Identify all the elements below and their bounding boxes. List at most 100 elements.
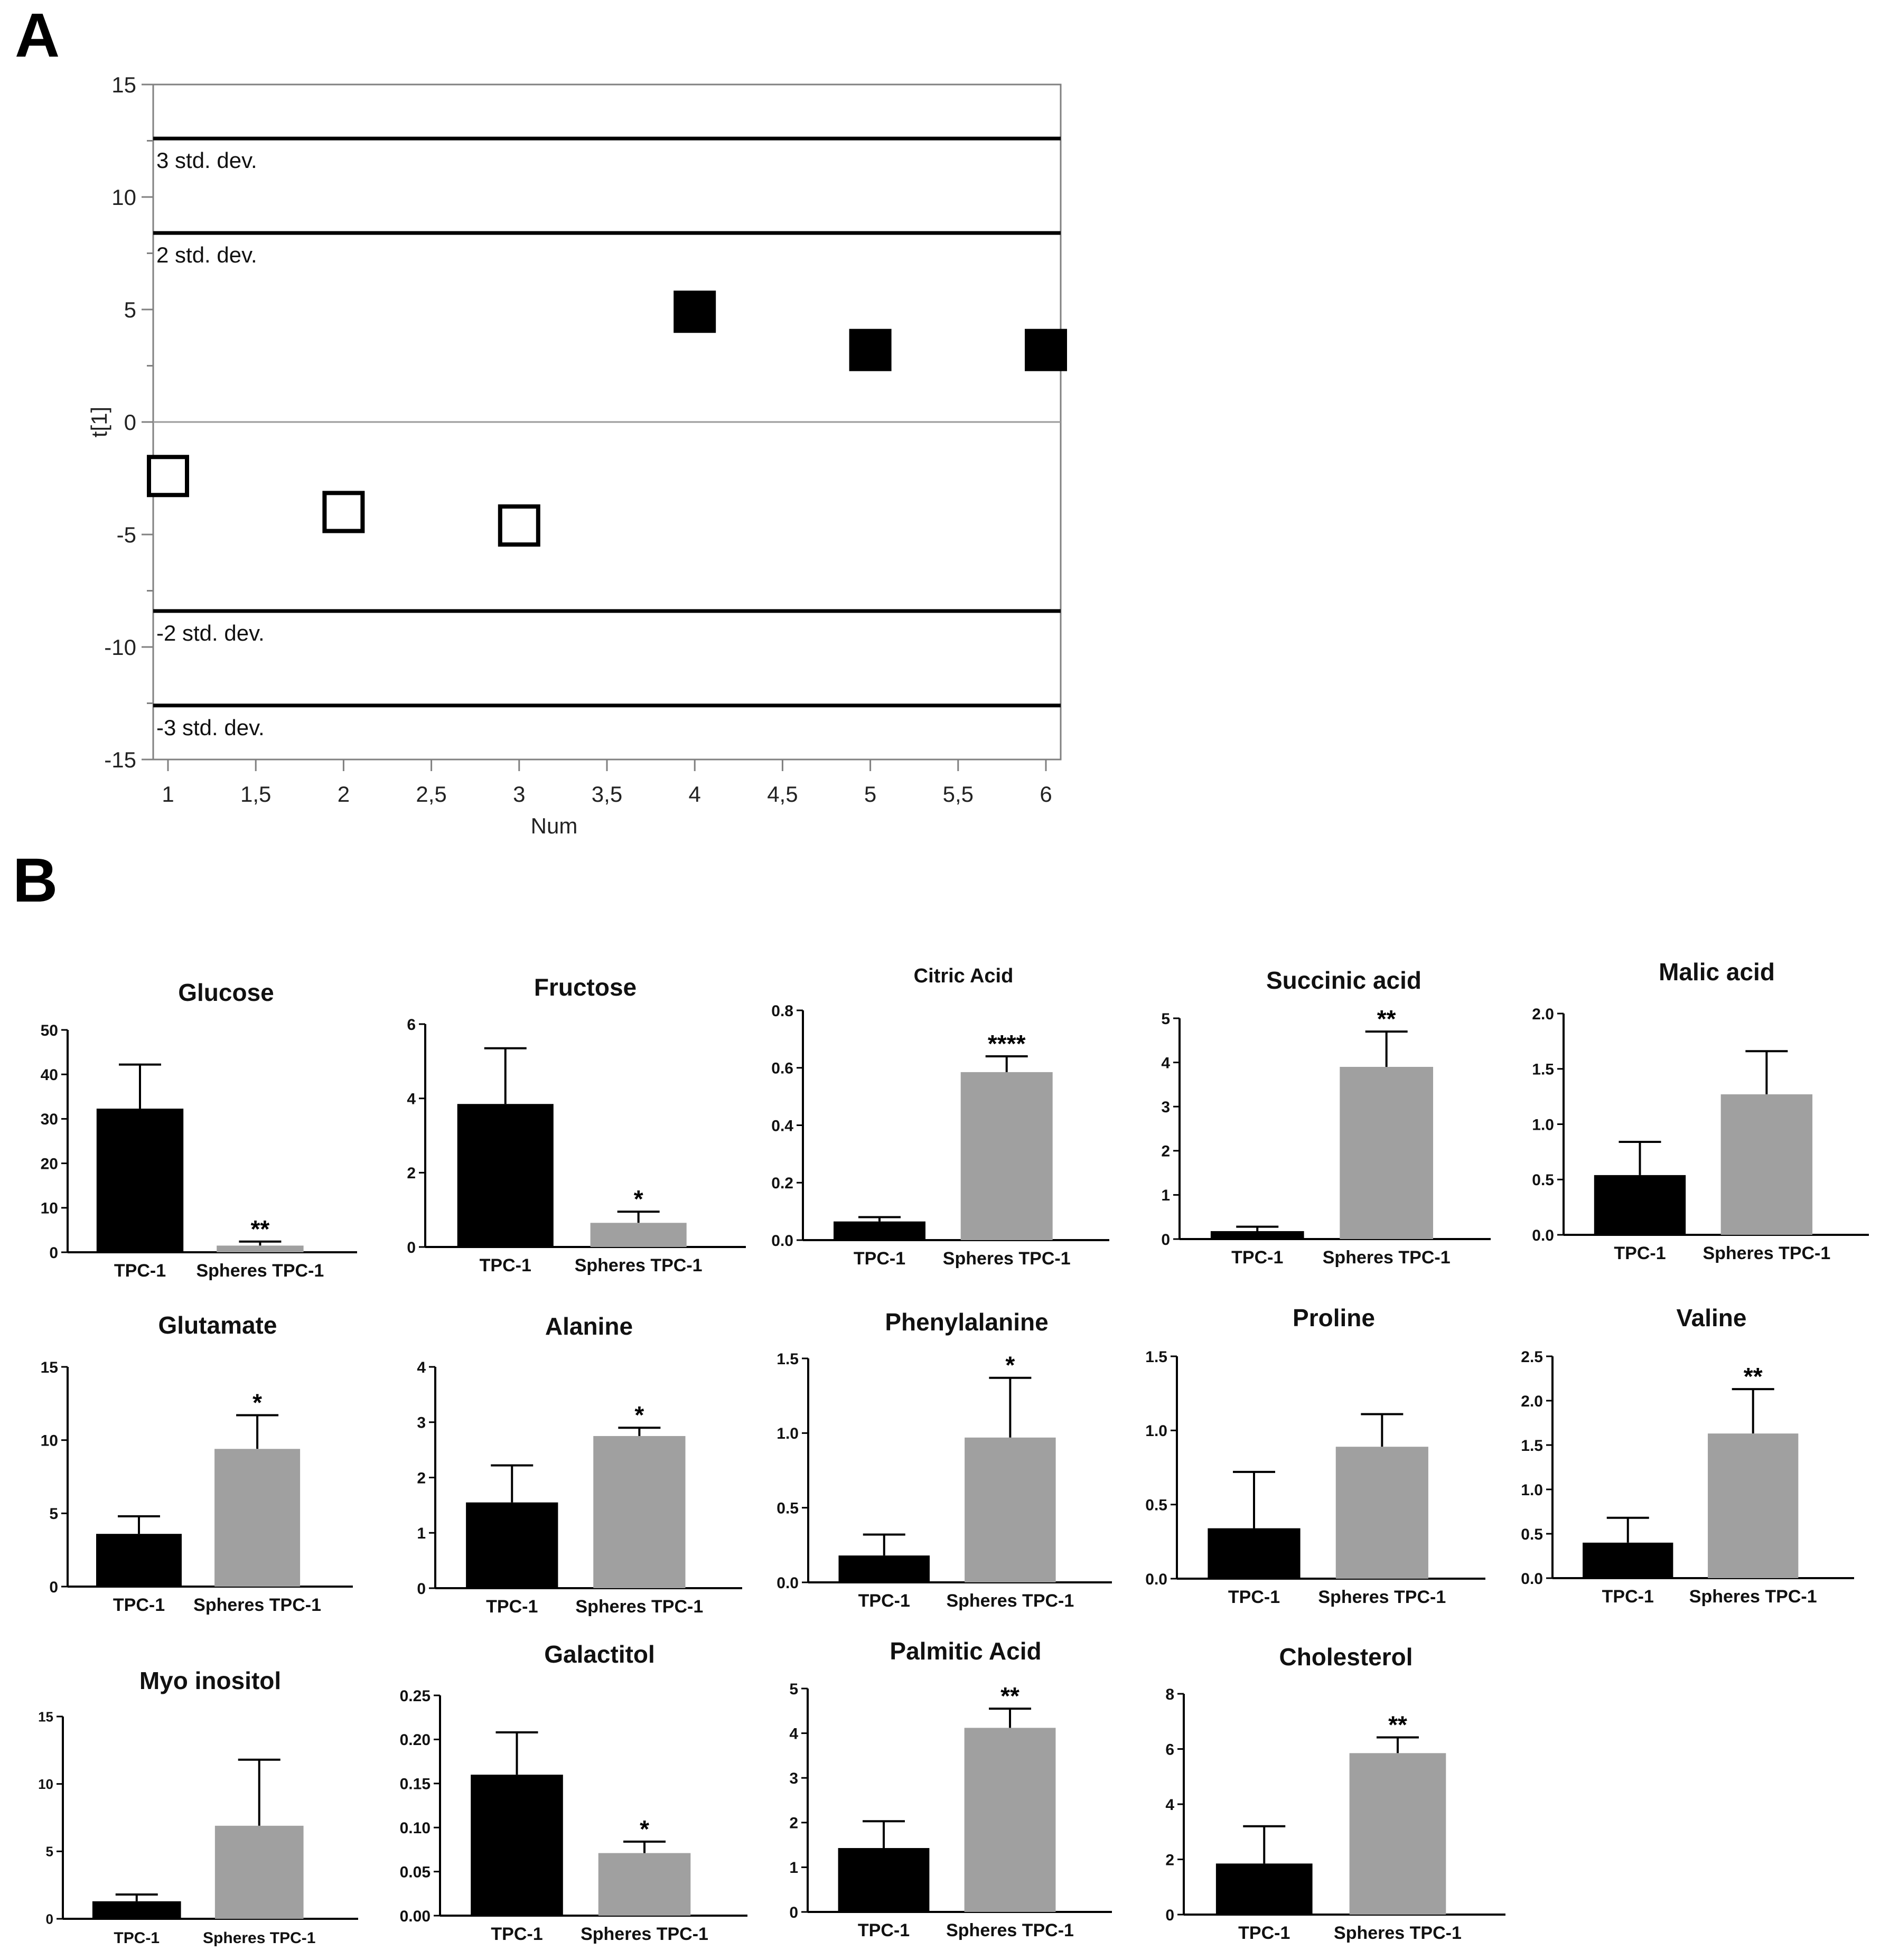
bar-spheres-tpc1 xyxy=(1349,1753,1446,1915)
y-tick-label: 0.0 xyxy=(777,1574,799,1592)
panel-label-a: A xyxy=(15,1,60,70)
y-tick-label: 0.5 xyxy=(1521,1526,1543,1543)
y-tick-label: 4 xyxy=(789,1725,798,1742)
score-point-tpc1 xyxy=(322,491,365,533)
category-label: TPC-1 xyxy=(858,1920,910,1940)
bar-spheres-tpc1 xyxy=(214,1825,304,1919)
category-label: TPC-1 xyxy=(491,1924,542,1944)
bar-tpc1 xyxy=(1208,1528,1301,1579)
y-tick-label: 1.0 xyxy=(1145,1422,1167,1440)
x-tick-label: 5 xyxy=(864,782,876,806)
bar-tpc1 xyxy=(834,1221,925,1240)
x-tick-label: 3 xyxy=(513,782,525,806)
y-tick-label: 6 xyxy=(1165,1741,1174,1758)
y-tick-label: 0 xyxy=(789,1904,798,1921)
bar-chart-valine: Valine 0.0 0.5 1.0 1.5 2.0 2.5 TPC-1 ** Spheres T… xyxy=(1521,1304,1854,1607)
category-label: Spheres TPC-1 xyxy=(1689,1587,1817,1607)
y-tick-label: 40 xyxy=(41,1066,58,1084)
std-dev-label: -2 std. dev. xyxy=(156,621,265,645)
chart-title: Citric Acid xyxy=(914,965,1014,987)
chart-title: Valine xyxy=(1677,1304,1747,1331)
y-tick-label: 1 xyxy=(789,1859,798,1877)
bar-chart-phenylalanine: Phenylalanine 0.0 0.5 1.0 1.5 TPC-1 * Spheres T… xyxy=(777,1308,1112,1611)
y-tick-label: 50 xyxy=(41,1022,58,1039)
y-tick-label: 2.5 xyxy=(1521,1348,1543,1366)
y-tick-label: 0 xyxy=(49,1244,58,1262)
y-tick-label: 0.5 xyxy=(1145,1496,1167,1514)
bar-chart-succinic: Succinic acid 0 1 2 3 4 5 TPC-1 ** Spheres TPC-1 xyxy=(1161,967,1491,1268)
y-tick-label: 0 xyxy=(46,1911,53,1927)
category-label: Spheres TPC-1 xyxy=(581,1924,708,1944)
chart-title: Phenylalanine xyxy=(885,1308,1048,1336)
y-tick-label: -5 xyxy=(117,522,136,547)
bar-spheres-tpc1 xyxy=(590,1223,687,1247)
chart-title: Malic acid xyxy=(1659,958,1775,986)
y-tick-label: 1.0 xyxy=(1532,1116,1554,1133)
chart-title: Succinic acid xyxy=(1266,967,1421,994)
y-tick-label: 1.5 xyxy=(1145,1348,1167,1366)
bar-chart-glutamate: Glutamate 0 5 10 15 TPC-1 * Spheres TPC-1 xyxy=(41,1311,353,1615)
y-tick-label: 5 xyxy=(1161,1010,1170,1028)
bar-tpc1 xyxy=(1594,1175,1686,1235)
x-tick-label: 6 xyxy=(1040,782,1052,806)
y-tick-label: 4 xyxy=(1161,1054,1170,1072)
y-tick-label: 1 xyxy=(417,1525,426,1542)
y-tick-label: 15 xyxy=(38,1709,53,1724)
y-tick-label: 0.15 xyxy=(400,1776,431,1793)
y-tick-label: 20 xyxy=(41,1155,58,1173)
y-tick-label: 5 xyxy=(46,1844,53,1860)
bar-tpc1 xyxy=(838,1848,930,1912)
category-label: TPC-1 xyxy=(1238,1923,1290,1943)
significance-marker: * xyxy=(252,1389,262,1417)
y-tick-label: 10 xyxy=(41,1200,58,1217)
chart-title: Cholesterol xyxy=(1279,1643,1412,1671)
y-tick-label: 15 xyxy=(111,72,136,97)
y-tick-label: 1.0 xyxy=(777,1425,799,1442)
y-tick-label: 2 xyxy=(407,1165,416,1182)
scores-plot: 15 10 5 0 -5 -10 -15 1 1,5 2 2,5 3 3,5 4 4,5 5 5,5 6 Num t[… xyxy=(87,72,1067,838)
significance-marker: ** xyxy=(1388,1711,1407,1739)
bar-tpc1 xyxy=(471,1775,563,1916)
y-axis-title: t[1] xyxy=(87,407,111,437)
y-tick-label: 8 xyxy=(1165,1686,1174,1703)
bar-spheres-tpc1 xyxy=(593,1436,686,1588)
y-tick-label: 0 xyxy=(124,410,136,435)
bar-tpc1 xyxy=(466,1502,558,1588)
y-tick-label: 1.5 xyxy=(1521,1437,1543,1455)
x-tick-label: 3,5 xyxy=(592,782,622,806)
y-tick-label: 3 xyxy=(789,1770,798,1787)
bar-tpc1 xyxy=(96,1534,182,1587)
bar-tpc1 xyxy=(1210,1231,1304,1239)
category-label: Spheres TPC-1 xyxy=(193,1595,321,1615)
category-label: TPC-1 xyxy=(1231,1248,1283,1268)
y-tick-label: 2.0 xyxy=(1532,1006,1554,1023)
bar-spheres-tpc1 xyxy=(217,1245,304,1252)
score-point-tpc1 xyxy=(147,455,189,498)
score-point-spheres xyxy=(1025,329,1067,371)
bar-spheres-tpc1 xyxy=(960,1072,1053,1240)
y-tick-label: 1.5 xyxy=(777,1351,799,1368)
bar-spheres-tpc1 xyxy=(965,1437,1056,1582)
x-tick-label: 1,5 xyxy=(240,782,271,806)
y-tick-label: 0.0 xyxy=(1521,1570,1543,1588)
bar-tpc1 xyxy=(1583,1542,1673,1578)
y-tick-label: 0.0 xyxy=(771,1232,793,1250)
y-tick-label: 0.4 xyxy=(771,1117,793,1134)
bar-tpc1 xyxy=(1215,1863,1313,1915)
x-tick-label: 2 xyxy=(338,782,350,806)
bar-chart-proline: Proline 0.0 0.5 1.0 1.5 TPC-1 Spheres TPC-1 xyxy=(1145,1304,1485,1607)
category-label: TPC-1 xyxy=(1614,1243,1666,1263)
y-tick-label: 10 xyxy=(111,185,136,210)
bar-chart-galactitol: Galactitol 0.00 0.05 0.10 0.15 0.20 0.25 TPC-1 *… xyxy=(400,1640,747,1944)
bar-tpc1 xyxy=(457,1104,554,1247)
y-tick-label: 0.0 xyxy=(1532,1227,1554,1244)
significance-marker: * xyxy=(1005,1352,1015,1379)
category-label: Spheres TPC-1 xyxy=(1334,1923,1462,1943)
y-tick-label: -15 xyxy=(104,747,136,772)
y-tick-label: 0.20 xyxy=(400,1731,431,1749)
category-label: Spheres TPC-1 xyxy=(575,1597,703,1617)
y-tick-label: 6 xyxy=(407,1016,416,1034)
chart-title: Glutamate xyxy=(158,1311,277,1339)
bar-chart-citric: Citric Acid 0.0 0.2 0.4 0.6 0.8 TPC-1 **** Spher… xyxy=(771,965,1109,1269)
category-label: Spheres TPC-1 xyxy=(946,1591,1074,1611)
